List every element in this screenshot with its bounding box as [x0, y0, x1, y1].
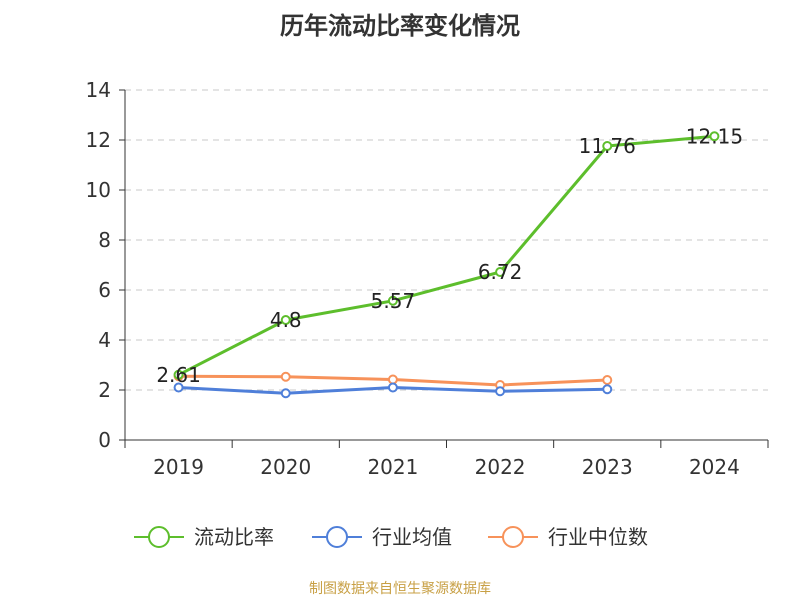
x-tick-label-2022: 2022 — [475, 455, 526, 479]
series-line-0 — [177, 134, 715, 377]
data-label-0-2022: 6.72 — [478, 260, 523, 284]
data-point-1-2023 — [602, 384, 613, 395]
data-point-1-2020 — [280, 388, 291, 399]
y-tick-label-14: 14 — [86, 78, 111, 102]
data-point-0-2021 — [387, 295, 398, 306]
x-tick-label-2019: 2019 — [153, 455, 204, 479]
source-note: 制图数据来自恒生聚源数据库 — [309, 581, 491, 597]
legend-item-2: 行业中位数 — [488, 525, 648, 549]
legend-label-2: 行业中位数 — [548, 525, 648, 549]
legend-item-1: 行业均值 — [312, 525, 452, 549]
data-point-1-2021 — [387, 382, 398, 393]
data-point-0-2024 — [709, 131, 720, 142]
y-tick-label-12: 12 — [86, 128, 111, 152]
data-point-1-2022 — [495, 386, 506, 397]
data-point-0-2019 — [173, 369, 184, 380]
axes: 0 2 4 6 8 10 12 14 2019 2020 2021 2022 2023 2024 — [86, 78, 769, 479]
y-tick-label-4: 4 — [98, 328, 111, 352]
grid-lines — [125, 89, 768, 391]
data-label-0-2021: 5.57 — [371, 289, 416, 313]
y-tick-label-0: 0 — [98, 428, 111, 452]
data-label-0-2020: 4.8 — [270, 308, 302, 332]
x-tick-label-2020: 2020 — [260, 455, 311, 479]
y-tick-label-10: 10 — [86, 178, 111, 202]
data-point-2-2020 — [280, 371, 291, 382]
legend-marker-0 — [148, 526, 170, 548]
legend: 流动比率 行业均值 行业中位数 — [134, 525, 648, 549]
series-layer — [173, 131, 720, 399]
x-tick-label-2021: 2021 — [367, 455, 418, 479]
data-point-2-2023 — [602, 375, 613, 385]
x-tick-label-2023: 2023 — [582, 455, 633, 479]
data-labels: 2.61 4.8 5.57 6.72 11.76 12.15 — [156, 124, 743, 387]
y-tick-label-8: 8 — [98, 228, 111, 252]
chart-title: 历年流动比率变化情况 — [280, 12, 520, 40]
y-tick-label-6: 6 — [98, 278, 111, 302]
legend-item-0: 流动比率 — [134, 525, 274, 549]
data-label-0-2024: 12.15 — [686, 124, 743, 148]
legend-label-0: 流动比率 — [194, 525, 274, 549]
x-tick-label-2024: 2024 — [689, 455, 740, 479]
data-label-0-2019: 2.61 — [156, 363, 201, 387]
data-point-0-2020 — [280, 315, 291, 325]
legend-marker-1 — [326, 526, 348, 548]
data-point-0-2022 — [495, 267, 506, 277]
data-point-1-2019 — [173, 382, 184, 393]
data-point-2-2021 — [387, 374, 398, 385]
y-tick-label-2: 2 — [98, 378, 111, 402]
legend-marker-2 — [502, 526, 524, 548]
data-point-0-2023 — [602, 141, 613, 151]
data-label-0-2023: 11.76 — [579, 134, 636, 158]
legend-label-1: 行业均值 — [372, 525, 452, 549]
